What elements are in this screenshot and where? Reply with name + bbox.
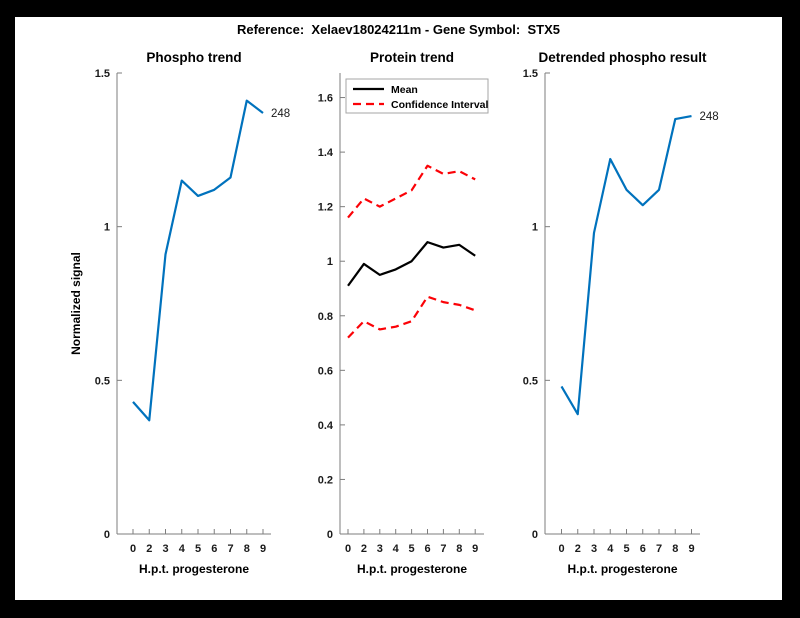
x-tick-label: 2 — [575, 543, 581, 555]
phospho-signal-line — [132, 99, 264, 422]
y-tick-label: 1.5 — [523, 68, 538, 80]
x-tick-label: 6 — [424, 543, 430, 555]
x-tick-label: 5 — [195, 543, 201, 555]
x-tick-label: 6 — [211, 543, 217, 555]
y-tick-label: 1 — [532, 222, 538, 234]
x-axis-label: H.p.t. progesterone — [357, 562, 467, 576]
figure-title: Reference: Xelaev18024211m - Gene Symbol… — [236, 22, 560, 37]
x-tick-label: 2 — [361, 543, 367, 555]
x-tick-label: 3 — [377, 543, 383, 555]
y-tick-label: 0 — [532, 529, 538, 541]
x-tick-label: 4 — [607, 543, 614, 555]
x-tick-label: 7 — [440, 543, 446, 555]
endpoint-annotation: 248 — [271, 108, 290, 120]
y-tick-label: 1.6 — [318, 93, 333, 105]
x-tick-label: 8 — [456, 543, 462, 555]
x-tick-label: 0 — [558, 543, 564, 555]
x-tick-label: 4 — [179, 543, 186, 555]
subplot-title: Detrended phospho result — [538, 50, 707, 65]
x-tick-label: 4 — [393, 543, 400, 555]
legend-box — [345, 78, 489, 114]
x-tick-label: 0 — [345, 543, 351, 555]
figure-canvas: Reference: Xelaev18024211m - Gene Symbol… — [15, 17, 782, 600]
y-tick-label: 0.2 — [318, 474, 333, 486]
mean-line — [347, 241, 476, 287]
y-axis-label: Normalized signal — [69, 252, 83, 355]
legend-label: Mean — [391, 84, 418, 96]
y-tick-label: 1.5 — [95, 68, 110, 80]
y-tick-label: 1.2 — [318, 202, 333, 214]
x-tick-label: 8 — [244, 543, 250, 555]
subplot-title: Phospho trend — [146, 50, 241, 65]
lower-confidence-interval-line — [347, 295, 476, 339]
x-tick-label: 3 — [591, 543, 597, 555]
y-tick-label: 0.6 — [318, 365, 333, 377]
y-tick-label: 1 — [327, 256, 333, 268]
x-tick-label: 2 — [146, 543, 152, 555]
x-tick-label: 0 — [130, 543, 136, 555]
x-tick-label: 8 — [672, 543, 678, 555]
x-tick-label: 3 — [162, 543, 168, 555]
x-tick-label: 6 — [640, 543, 646, 555]
x-tick-label: 5 — [623, 543, 629, 555]
x-axis-label: H.p.t. progesterone — [567, 562, 677, 576]
x-axis-label: H.p.t. progesterone — [139, 562, 249, 576]
subplot-title: Protein trend — [370, 50, 454, 65]
y-tick-label: 0.5 — [523, 375, 538, 387]
y-tick-label: 1.4 — [318, 147, 334, 159]
y-tick-label: 0.5 — [95, 375, 110, 387]
y-tick-label: 1 — [104, 222, 110, 234]
x-tick-label: 9 — [472, 543, 478, 555]
upper-confidence-interval-line — [347, 164, 476, 219]
detrended-phospho-line — [560, 114, 692, 416]
y-tick-label: 0 — [104, 529, 110, 541]
x-tick-label: 5 — [409, 543, 415, 555]
legend-label: Confidence Interval — [391, 99, 489, 111]
x-tick-label: 7 — [656, 543, 662, 555]
y-tick-label: 0 — [327, 529, 333, 541]
x-tick-label: 9 — [688, 543, 694, 555]
x-tick-label: 7 — [227, 543, 233, 555]
y-tick-label: 0.8 — [318, 311, 333, 323]
endpoint-annotation: 248 — [700, 111, 719, 123]
x-tick-label: 9 — [260, 543, 266, 555]
y-tick-label: 0.4 — [318, 420, 334, 432]
